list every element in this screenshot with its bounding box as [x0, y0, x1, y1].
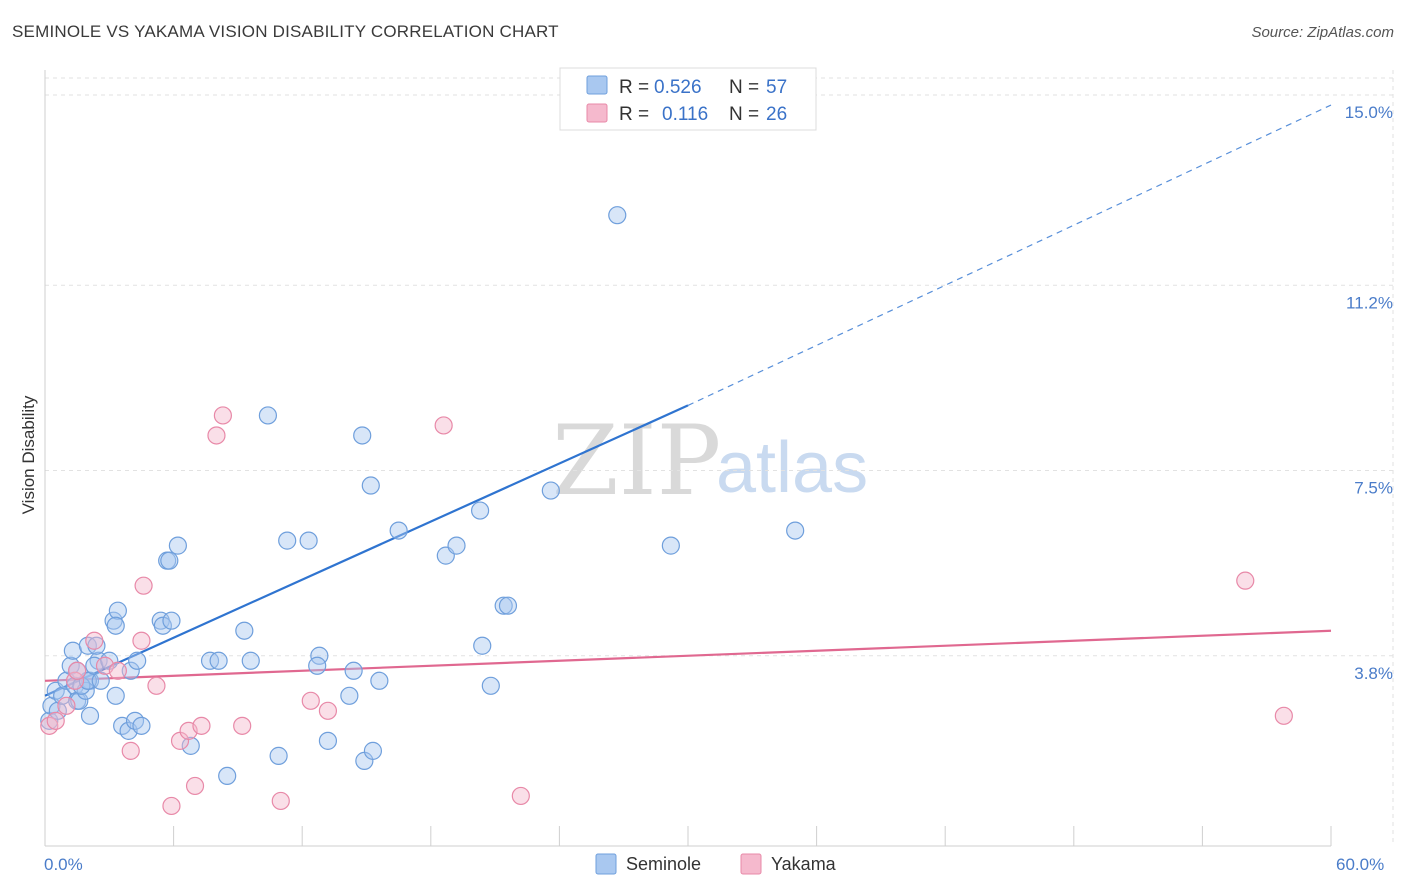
axes: [44, 70, 1332, 847]
y-tick-label: 11.2%: [1346, 293, 1393, 312]
seminole-point: [541, 481, 560, 500]
seminole-point: [786, 521, 805, 540]
seminole-point: [389, 521, 408, 540]
seminole-point: [160, 551, 179, 570]
yakama-point: [121, 741, 140, 760]
legend-swatch-yakama: [586, 103, 608, 123]
x-tick-label-max: 60.0%: [1336, 855, 1384, 874]
seminole-point: [370, 671, 389, 690]
seminole-point: [308, 656, 327, 675]
seminole-point: [481, 676, 500, 695]
seminole-trend-line: [44, 404, 689, 697]
seminole-point: [340, 686, 359, 705]
seminole-point: [344, 661, 363, 680]
yakama-point: [1274, 706, 1293, 725]
y-tick-label: 7.5%: [1354, 479, 1393, 498]
legend-r-label-yakama: R =: [619, 104, 649, 125]
seminole-point: [299, 531, 318, 550]
seminole-point: [498, 596, 518, 615]
watermark-zip: ZIP: [552, 405, 721, 517]
seminole-point: [473, 636, 492, 655]
seminole-point: [168, 536, 187, 555]
yakama-point: [434, 416, 453, 435]
yakama-point: [318, 701, 338, 720]
seminole-point: [661, 536, 680, 555]
yakama-point: [213, 406, 232, 425]
seminole-point: [63, 641, 82, 660]
seminole-point: [80, 706, 100, 725]
legend-r-value-seminole: 0.526: [654, 77, 702, 98]
seminole-point: [108, 601, 127, 620]
legend-n-value-yakama: 26: [766, 104, 787, 125]
seminole-point: [209, 651, 228, 670]
seminole-point: [235, 621, 254, 640]
yakama-point: [68, 661, 87, 680]
yakama-point: [271, 791, 290, 811]
correlation-legend: R = 0.526 N = 57 R = 0.116 N = 26: [559, 67, 817, 131]
seminole-point: [361, 476, 380, 495]
legend-swatch-seminole: [586, 75, 608, 95]
yakama-points: [40, 406, 1293, 816]
y-axis-label: Vision Disability: [19, 395, 38, 514]
source-attribution: Source: ZipAtlas.com: [1251, 24, 1394, 41]
seminole-point: [278, 531, 297, 550]
legend-n-label-yakama: N =: [729, 104, 759, 125]
bottom-legend-swatch-yakama: [740, 853, 762, 875]
yakama-point: [57, 696, 76, 715]
bottom-legend-yakama: Yakama: [771, 854, 837, 874]
bottom-legend-swatch-seminole: [595, 853, 617, 875]
yakama-point: [134, 576, 153, 595]
yakama-point: [1236, 571, 1255, 590]
yakama-point: [132, 631, 151, 650]
seminole-point: [447, 536, 466, 555]
seminole-point: [241, 651, 260, 670]
seminole-point: [162, 611, 181, 630]
yakama-point: [301, 691, 320, 710]
y-tick-label: 15.0%: [1345, 103, 1393, 122]
seminole-point: [106, 616, 125, 635]
yakama-point: [511, 786, 530, 806]
legend-n-label-seminole: N =: [729, 77, 759, 98]
chart-title: SEMINOLE VS YAKAMA VISION DISABILITY COR…: [12, 22, 559, 41]
seminole-point: [608, 206, 627, 225]
trend-lines: [44, 104, 1332, 697]
yakama-point: [147, 676, 166, 695]
yakama-point: [207, 426, 226, 445]
yakama-point: [108, 661, 127, 680]
x-tick-label-min: 0.0%: [44, 855, 83, 874]
seminole-trend-extrapolation: [687, 104, 1332, 406]
yakama-point: [46, 711, 65, 730]
watermark-atlas: atlas: [716, 428, 868, 508]
seminole-point: [91, 671, 110, 690]
bottom-legend-seminole: Seminole: [626, 854, 701, 874]
seminole-point: [218, 766, 237, 786]
seminole-point: [494, 596, 513, 615]
seminole-point: [121, 661, 140, 680]
seminole-point: [181, 736, 200, 755]
legend-r-value-yakama: 0.116: [662, 104, 708, 125]
legend-r-label-seminole: R =: [619, 77, 649, 98]
seminole-point: [269, 746, 288, 765]
yakama-point: [192, 716, 211, 735]
yakama-point: [233, 716, 252, 735]
seminole-point: [258, 406, 278, 425]
series-legend: Seminole Yakama: [595, 853, 837, 875]
seminole-point: [106, 686, 125, 705]
y-tick-label: 3.8%: [1354, 664, 1393, 683]
yakama-point: [85, 631, 104, 650]
yakama-trend-line: [44, 629, 1332, 682]
seminole-point: [470, 501, 490, 520]
seminole-point: [153, 616, 172, 635]
seminole-point: [318, 731, 338, 750]
seminole-point: [128, 651, 147, 670]
yakama-point: [185, 776, 205, 796]
seminole-point: [132, 716, 151, 735]
seminole-point: [363, 741, 383, 760]
yakama-point: [162, 796, 181, 816]
legend-n-value-seminole: 57: [766, 77, 787, 98]
seminole-point: [353, 426, 372, 445]
